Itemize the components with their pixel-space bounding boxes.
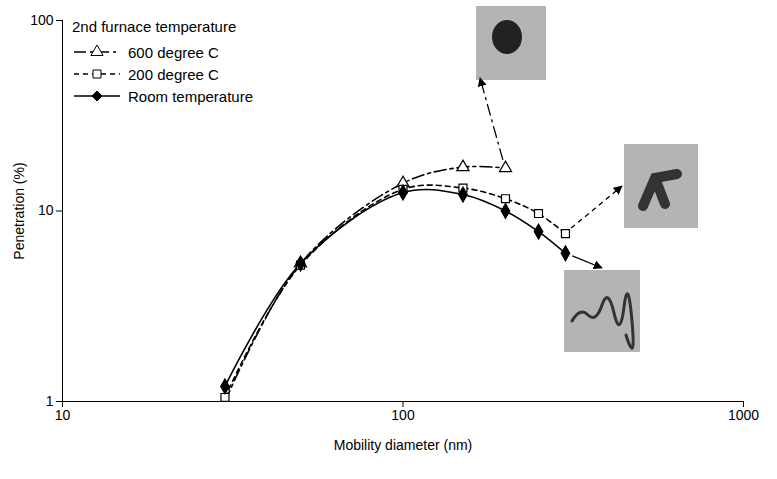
svg-text:1000: 1000 xyxy=(728,407,759,423)
html-text:600 degree C: 600 degree C xyxy=(128,43,219,61)
html-text:2nd furnace temperature: 2nd furnace temperature xyxy=(72,18,237,35)
svg-text:Mobility diameter (nm): Mobility diameter (nm) xyxy=(334,437,472,453)
svg-text:100: 100 xyxy=(391,407,415,423)
svg-text:10: 10 xyxy=(55,407,71,423)
html-text:200 degree C: 200 degree C xyxy=(128,65,219,83)
svg-text:Penetration (%): Penetration (%) xyxy=(11,162,27,259)
svg-text:10: 10 xyxy=(38,202,54,218)
svg-text:100: 100 xyxy=(30,12,54,28)
svg-text:1: 1 xyxy=(46,393,54,409)
html-text:Room temperature: Room temperature xyxy=(128,87,254,105)
